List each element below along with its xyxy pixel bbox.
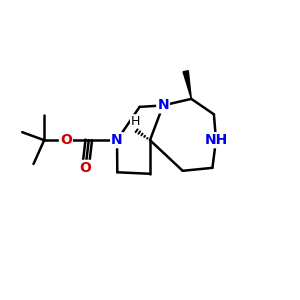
- Text: H: H: [130, 115, 140, 128]
- Text: N: N: [157, 98, 169, 112]
- Text: O: O: [60, 133, 72, 147]
- Text: O: O: [80, 161, 92, 175]
- Polygon shape: [183, 71, 191, 99]
- Text: NH: NH: [204, 133, 228, 147]
- Text: N: N: [111, 133, 123, 147]
